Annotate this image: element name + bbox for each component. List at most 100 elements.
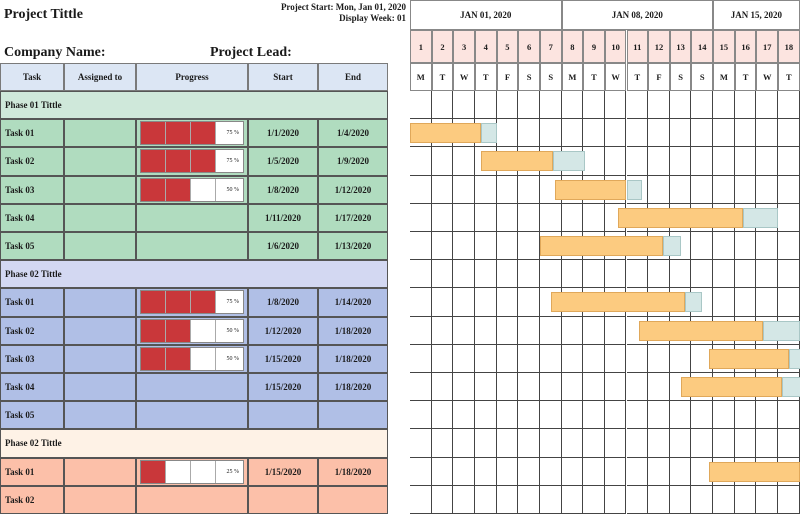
task-task-cell[interactable]: Task 03 [0,344,64,373]
gantt-bar[interactable] [639,320,763,341]
column-header-assigned[interactable]: Assigned to [64,63,136,91]
timeline-cell [648,344,670,373]
gantt-bar-extension[interactable] [663,236,681,256]
task-progress-cell[interactable]: 50 % [136,175,248,204]
gantt-bar[interactable] [410,123,482,144]
task-task-cell[interactable]: Task 02 [0,316,64,345]
gantt-bar[interactable] [680,377,783,397]
task-task-cell[interactable]: Task 01 [0,119,64,148]
column-header-task[interactable]: Task [0,63,64,91]
gantt-bar-extension[interactable] [626,179,642,200]
task-end-cell[interactable]: 1/18/2020 [318,373,388,402]
timeline-cell [453,260,475,289]
task-progress-cell[interactable] [136,485,248,514]
column-header-start[interactable]: Start [248,63,318,91]
task-start-cell[interactable]: 1/15/2020 [248,457,318,486]
gantt-bar[interactable] [617,207,744,228]
column-header-end[interactable]: End [318,63,388,91]
day-number: 6 [518,30,540,63]
task-progress-cell[interactable]: 50 % [136,344,248,373]
task-end-cell[interactable] [318,401,388,430]
task-progress-cell[interactable] [136,373,248,402]
timeline-cell [539,401,562,430]
task-assigned-cell[interactable] [64,232,136,261]
task-progress-cell[interactable]: 75 % [136,147,248,176]
task-start-cell[interactable] [248,401,318,430]
task-progress-cell[interactable]: 50 % [136,316,248,345]
task-task-cell[interactable]: Task 02 [0,485,64,514]
task-start-cell[interactable] [248,485,318,514]
gantt-bar[interactable] [481,151,553,172]
timeline-cell [669,485,692,514]
task-start-cell[interactable]: 1/6/2020 [248,232,318,261]
task-assigned-cell[interactable] [64,457,136,486]
gantt-bar-extension[interactable] [762,320,800,341]
gantt-bar-extension[interactable] [481,123,497,144]
task-progress-cell[interactable] [136,401,248,430]
task-progress-cell[interactable]: 75 % [136,119,248,148]
task-end-cell[interactable]: 1/14/2020 [318,288,388,317]
task-start-cell[interactable]: 1/8/2020 [248,175,318,204]
task-start-cell[interactable]: 1/8/2020 [248,288,318,317]
task-task-cell[interactable]: Task 04 [0,373,64,402]
task-start-text: 1/8/2020 [266,184,299,195]
task-assigned-cell[interactable] [64,373,136,402]
task-start-cell[interactable]: 1/15/2020 [248,373,318,402]
task-assigned-cell[interactable] [64,401,136,430]
task-end-cell[interactable]: 1/4/2020 [318,119,388,148]
task-end-cell[interactable]: 1/12/2020 [318,175,388,204]
gantt-bar[interactable] [539,236,664,256]
task-task-cell[interactable]: Task 03 [0,175,64,204]
task-start-cell[interactable]: 1/5/2020 [248,147,318,176]
phase-title[interactable]: Phase 02 Tittle [0,260,388,289]
timeline-cell [734,429,757,458]
task-progress-cell[interactable]: 25 % [136,457,248,486]
task-end-cell[interactable]: 1/18/2020 [318,344,388,373]
timeline-cell [713,288,735,317]
task-start-cell[interactable]: 1/12/2020 [248,316,318,345]
task-task-cell[interactable]: Task 05 [0,401,64,430]
phase-title[interactable]: Phase 02 Tittle [0,429,388,458]
task-assigned-cell[interactable] [64,344,136,373]
task-progress-cell[interactable]: 75 % [136,288,248,317]
gantt-bar-extension[interactable] [788,348,800,369]
gantt-bar[interactable] [708,348,789,369]
gantt-bar[interactable] [555,179,627,200]
column-header-progress[interactable]: Progress [136,63,248,91]
task-assigned-cell[interactable] [64,316,136,345]
progress-percent: 50 % [226,327,240,334]
task-task-cell[interactable]: Task 05 [0,232,64,261]
task-start-cell[interactable]: 1/1/2020 [248,119,318,148]
task-progress-cell[interactable] [136,203,248,232]
task-task-cell[interactable]: Task 02 [0,147,64,176]
task-end-cell[interactable]: 1/18/2020 [318,316,388,345]
gantt-bar[interactable] [708,461,800,482]
task-end-cell[interactable]: 1/17/2020 [318,203,388,232]
gantt-bar[interactable] [550,292,685,313]
gantt-bar-extension[interactable] [684,292,703,313]
task-end-cell[interactable]: 1/18/2020 [318,457,388,486]
timeline-cell [518,429,540,458]
gantt-bar-extension[interactable] [782,377,800,397]
task-task-cell[interactable]: Task 01 [0,288,64,317]
task-end-cell[interactable] [318,485,388,514]
task-assigned-cell[interactable] [64,288,136,317]
gantt-bar-extension[interactable] [743,207,779,228]
task-assigned-cell[interactable] [64,175,136,204]
progress-segment [141,291,166,314]
task-task-cell[interactable]: Task 01 [0,457,64,486]
task-end-cell[interactable]: 1/13/2020 [318,232,388,261]
timeline-cell [669,147,692,176]
task-start-cell[interactable]: 1/15/2020 [248,344,318,373]
task-assigned-cell[interactable] [64,119,136,148]
timeline-cell [496,232,519,261]
phase-title[interactable]: Phase 01 Tittle [0,91,388,120]
task-start-cell[interactable]: 1/11/2020 [248,203,318,232]
task-progress-cell[interactable] [136,232,248,261]
task-task-cell[interactable]: Task 04 [0,203,64,232]
task-assigned-cell[interactable] [64,485,136,514]
task-assigned-cell[interactable] [64,203,136,232]
task-end-cell[interactable]: 1/9/2020 [318,147,388,176]
gantt-bar-extension[interactable] [552,151,586,172]
task-assigned-cell[interactable] [64,147,136,176]
